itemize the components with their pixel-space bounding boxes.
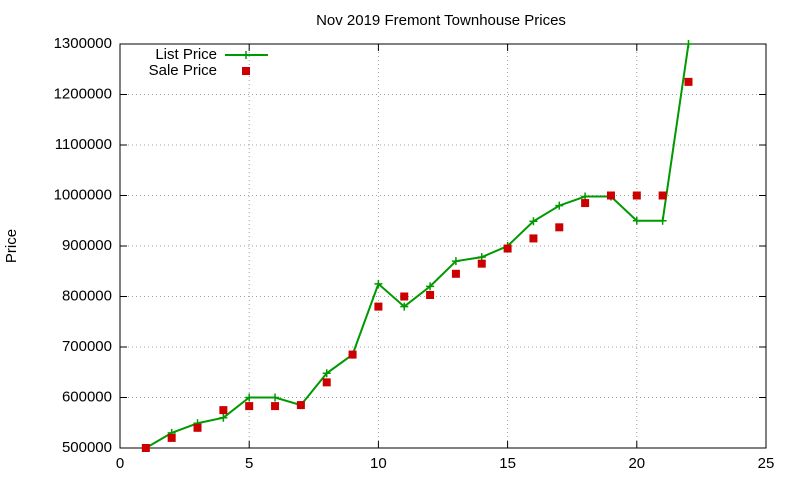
y-axis-label: Price (3, 229, 20, 263)
x-tick-label: 20 (628, 455, 645, 472)
point-marker (296, 401, 305, 410)
y-tick-label: 1100000 (55, 136, 112, 153)
point-marker (658, 216, 667, 225)
point-marker (400, 302, 409, 311)
point-marker (322, 369, 331, 378)
point-marker (348, 350, 357, 359)
chart-title: Nov 2019 Fremont Townhouse Prices (316, 12, 566, 29)
point-marker (219, 406, 228, 415)
point-marker (684, 40, 693, 48)
point-marker (606, 191, 615, 200)
point-marker (426, 282, 435, 291)
point-marker (581, 199, 590, 208)
point-marker (684, 77, 693, 86)
point-marker (426, 290, 435, 299)
point-marker (141, 444, 150, 452)
y-tick-label: 500000 (62, 439, 112, 456)
y-tick-label: 1200000 (54, 85, 112, 102)
y-tick-label: 600000 (62, 388, 112, 405)
point-marker (451, 269, 460, 278)
point-marker (632, 191, 641, 200)
legend-marker (242, 51, 250, 59)
point-marker (374, 302, 383, 311)
series-line (145, 43, 690, 449)
x-tick-label: 10 (370, 455, 387, 472)
y-tick-label: 800000 (62, 287, 112, 304)
point-marker (219, 413, 228, 422)
x-tick-label: 5 (245, 455, 253, 472)
point-marker (632, 216, 641, 225)
point-marker (529, 217, 538, 226)
legend-label: List Price (155, 46, 217, 63)
point-marker (658, 191, 667, 200)
x-tick-label: 15 (499, 455, 516, 472)
legend-marker (242, 67, 250, 75)
x-tick-label: 0 (116, 455, 124, 472)
point-marker (400, 292, 409, 301)
plot-frame (119, 43, 767, 449)
legend-label: Sale Price (149, 62, 217, 79)
point-marker (451, 257, 460, 266)
point-marker (322, 378, 331, 387)
point-marker (271, 393, 280, 402)
point-marker (271, 402, 280, 411)
point-marker (245, 393, 254, 402)
point-marker (167, 433, 176, 442)
point-marker (555, 223, 564, 232)
point-marker (555, 201, 564, 210)
point-marker (245, 402, 254, 411)
y-tick-label: 1300000 (54, 35, 112, 52)
y-tick-label: 700000 (62, 338, 112, 355)
point-marker (193, 423, 202, 432)
point-marker (477, 259, 486, 268)
x-tick-label: 25 (758, 455, 775, 472)
point-marker (529, 234, 538, 243)
y-tick-label: 1000000 (54, 186, 112, 203)
point-marker (503, 244, 512, 253)
y-tick-label: 900000 (62, 237, 112, 254)
point-marker (374, 279, 383, 288)
